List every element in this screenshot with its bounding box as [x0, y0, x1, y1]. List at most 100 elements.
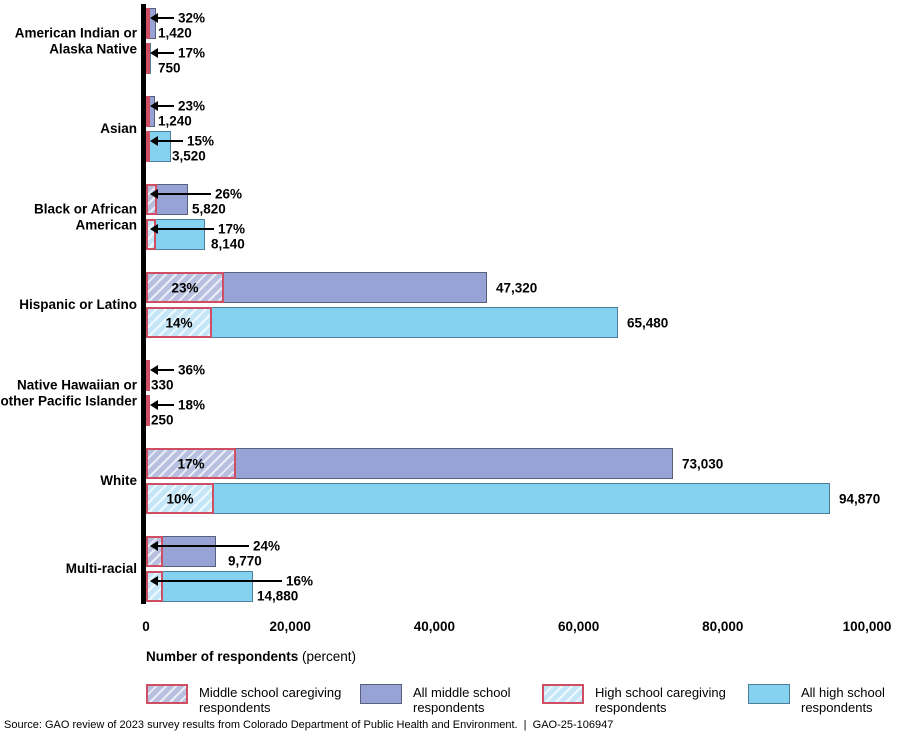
category-label: White — [0, 473, 137, 489]
category-label-line: Hispanic or Latino — [19, 297, 137, 313]
x-axis-title-main: Number of respondents — [146, 649, 299, 664]
arrow-line — [158, 192, 211, 195]
respondent-count-label: 94,870 — [839, 491, 881, 506]
legend-swatch-solid-ms — [360, 684, 402, 704]
arrow-line — [158, 139, 183, 142]
caregiving-percent-label: 17% — [218, 221, 246, 236]
legend-label: All high school respondents — [801, 685, 885, 716]
y-axis-line — [141, 4, 146, 604]
arrow-line — [158, 579, 282, 582]
arrow-line — [158, 51, 174, 54]
arrow-head-icon — [150, 188, 158, 199]
respondent-count-label: 330 — [151, 377, 174, 392]
respondent-count-label: 250 — [151, 412, 174, 427]
caregiving-percent-label: 17% — [178, 45, 206, 60]
caregiving-percent-label: 10% — [166, 491, 194, 506]
pointer-arrow — [150, 399, 174, 410]
x-axis-tick: 80,000 — [702, 619, 744, 634]
pointer-arrow — [150, 47, 174, 58]
arrow-line — [158, 368, 174, 371]
legend-swatch-solid-hs — [748, 684, 790, 704]
arrow-line — [158, 544, 249, 547]
respondent-count-label: 73,030 — [682, 456, 724, 471]
arrow-head-icon — [150, 364, 158, 375]
pointer-arrow — [150, 12, 174, 23]
category-label-line: Multi-racial — [65, 561, 137, 577]
pointer-arrow — [150, 135, 183, 146]
pointer-arrow — [150, 188, 211, 199]
category-label-line: White — [100, 473, 137, 489]
high-school-total-bar — [146, 307, 618, 338]
legend-item: Middle school caregiving respondents — [146, 684, 367, 716]
category-label: Black or African American — [0, 201, 137, 232]
middle-school-caregiving-hatch — [146, 184, 157, 215]
x-axis-tick: 0 — [142, 619, 150, 634]
caregiving-percent-label: 36% — [178, 362, 206, 377]
arrow-head-icon — [150, 575, 158, 586]
caregiving-percent-label: 15% — [187, 133, 215, 148]
caregiving-percent-label: 32% — [178, 10, 206, 25]
category-label-line: Asian — [100, 121, 137, 137]
pointer-arrow — [150, 575, 282, 586]
x-axis-title: Number of respondents (percent) — [146, 649, 356, 664]
caregiving-percent-label: 24% — [253, 538, 281, 553]
legend-item: High school caregiving respondents — [542, 684, 753, 716]
category-label: Asian — [0, 121, 137, 137]
respondent-count-label: 1,240 — [158, 113, 192, 128]
pointer-arrow — [150, 364, 174, 375]
caregiving-percent-label: 18% — [178, 397, 206, 412]
high-school-caregiving-hatch — [146, 483, 214, 514]
middle-school-caregiving-hatch — [146, 272, 224, 303]
category-label-line: Alaska Native — [49, 41, 137, 56]
legend-swatch-hatch-hs — [542, 684, 584, 704]
pointer-arrow — [150, 223, 214, 234]
arrow-line — [158, 16, 174, 19]
arrow-head-icon — [150, 100, 158, 111]
caregiving-percent-label: 17% — [177, 456, 205, 471]
legend-label: Middle school caregiving respondents — [199, 685, 342, 716]
respondent-count-label: 5,820 — [192, 201, 226, 216]
high-school-total-bar — [146, 483, 830, 514]
category-label-line: American Indian or — [14, 25, 137, 41]
source-note: Source: GAO review of 2023 survey result… — [4, 719, 614, 731]
high-school-caregiving-hatch — [146, 219, 156, 250]
arrow-head-icon — [150, 223, 158, 234]
category-label: American Indian or Alaska Native — [0, 25, 137, 56]
caregiving-percent-label: 23% — [171, 280, 199, 295]
respondent-count-label: 47,320 — [496, 280, 538, 295]
high-school-caregiving-hatch — [146, 131, 150, 162]
legend-label: High school caregiving respondents — [595, 685, 726, 716]
respondent-count-label: 750 — [158, 60, 181, 75]
middle-school-caregiving-hatch — [146, 8, 150, 39]
caregiving-percent-label: 23% — [178, 98, 206, 113]
category-label: Native Hawaiian or other Pacific Islander — [0, 377, 137, 408]
respondent-count-label: 3,520 — [172, 148, 206, 163]
x-axis-tick: 20,000 — [269, 619, 311, 634]
high-school-caregiving-hatch — [146, 307, 212, 338]
arrow-line — [158, 227, 214, 230]
pointer-arrow — [150, 100, 174, 111]
respondent-count-label: 65,480 — [627, 315, 669, 330]
caregiving-percent-label: 26% — [215, 186, 243, 201]
legend-label: All middle school respondents — [413, 685, 511, 716]
arrow-line — [158, 104, 174, 107]
category-label: Multi-racial — [0, 561, 137, 577]
respondent-count-label: 1,420 — [158, 25, 192, 40]
respondent-count-label: 8,140 — [211, 236, 245, 251]
middle-school-caregiving-hatch — [146, 448, 236, 479]
x-axis-tick: 40,000 — [413, 619, 456, 634]
category-label-line: Black or African — [33, 201, 137, 217]
arrow-head-icon — [150, 135, 158, 146]
high-school-total-bar — [146, 571, 253, 602]
caregiving-percent-label: 14% — [165, 315, 193, 330]
high-school-caregiving-hatch — [146, 43, 150, 74]
category-label: Hispanic or Latino — [0, 297, 137, 313]
arrow-head-icon — [150, 399, 158, 410]
pointer-arrow — [150, 540, 249, 551]
legend-swatch-hatch-ms — [146, 684, 188, 704]
caregiving-percent-label: 16% — [286, 573, 314, 588]
legend-item: All middle school respondents — [360, 684, 541, 716]
category-label-line: other Pacific Islander — [0, 393, 137, 408]
middle-school-caregiving-hatch — [146, 96, 150, 127]
